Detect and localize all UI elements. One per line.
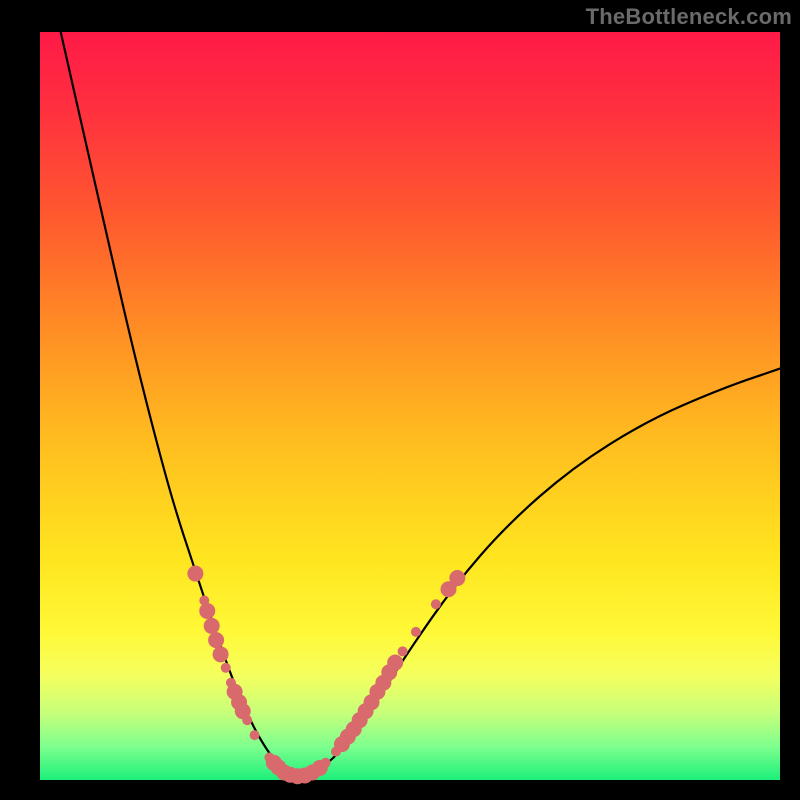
scatter-point [321,758,331,768]
watermark: TheBottleneck.com [586,4,792,30]
scatter-point [208,632,224,648]
scatter-point [199,603,215,619]
scatter-point [221,663,231,673]
scatter-point [431,599,441,609]
scatter-point [242,715,252,725]
scatter-point [398,646,408,656]
scatter-point [387,655,403,671]
scatter-point [204,618,220,634]
scatter-point [213,646,229,662]
scatter-point [250,730,260,740]
scatter-point [187,566,203,582]
chart-svg [0,0,800,800]
scatter-point [411,627,421,637]
chart-canvas: { "watermark": { "text": "TheBottleneck.… [0,0,800,800]
plot-background [40,32,780,780]
scatter-point [449,570,465,586]
